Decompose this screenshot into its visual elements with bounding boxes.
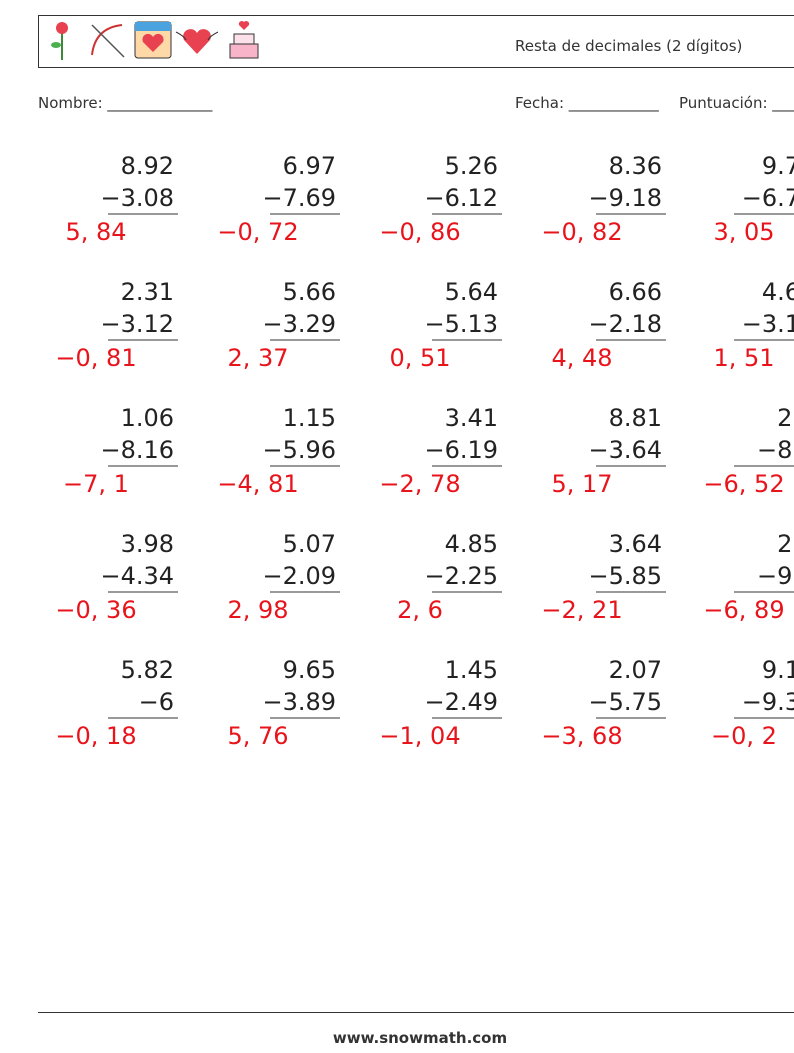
subtrahend: −3.08 [100, 184, 174, 212]
subtrahend: −5.96 [262, 436, 336, 464]
answer: 5, 17 [551, 470, 612, 498]
minuend: 4.6 [762, 278, 794, 306]
header-box [38, 15, 794, 68]
minuend: 5.07 [283, 530, 336, 558]
subtrahend: −6.19 [424, 436, 498, 464]
subtrahend: −3.12 [100, 310, 174, 338]
answer: −2, 21 [541, 596, 622, 624]
subtrahend: −6.12 [424, 184, 498, 212]
minuend: 3.64 [609, 530, 662, 558]
answer: 3, 05 [713, 218, 774, 246]
minuend: 3.98 [121, 530, 174, 558]
minuend: 5.82 [121, 656, 174, 684]
answer: −0, 82 [541, 218, 622, 246]
answer: 2, 37 [227, 344, 288, 372]
subtrahend: −3.64 [588, 436, 662, 464]
answer: 1, 51 [713, 344, 774, 372]
subtrahend: −2.25 [424, 562, 498, 590]
answer: −4, 81 [217, 470, 298, 498]
date-field: Fecha: ____________ [515, 94, 659, 113]
answer: −2, 78 [379, 470, 460, 498]
minuend: 2. [777, 404, 794, 432]
subtrahend: −8.16 [100, 436, 174, 464]
minuend: 5.26 [445, 152, 498, 180]
title: Resta de decimales (2 dígitos) [515, 37, 742, 55]
answer: −0, 2 [711, 722, 777, 750]
footer: www.snowmath.com [333, 1029, 507, 1047]
minuend: 2.31 [121, 278, 174, 306]
minuend: 5.66 [283, 278, 336, 306]
answer: 0, 51 [389, 344, 450, 372]
answer: −0, 36 [55, 596, 136, 624]
subtrahend: −2.18 [588, 310, 662, 338]
answer: 4, 48 [551, 344, 612, 372]
minuend: 8.81 [609, 404, 662, 432]
answer: −6, 89 [703, 596, 784, 624]
subtrahend: −2.49 [424, 688, 498, 716]
minuend: 8.92 [121, 152, 174, 180]
minuend: 2.07 [609, 656, 662, 684]
subtrahend: −3.89 [262, 688, 336, 716]
icons [51, 21, 259, 60]
subtrahend: −5.13 [424, 310, 498, 338]
answer: 2, 6 [397, 596, 443, 624]
subtrahend: −3.1 [742, 310, 794, 338]
subtrahend: −5.85 [588, 562, 662, 590]
answer: −6, 52 [703, 470, 784, 498]
subtrahend: −6.7 [742, 184, 794, 212]
answer: 2, 98 [227, 596, 288, 624]
minuend: 1.15 [283, 404, 336, 432]
subtrahend: −4.34 [100, 562, 174, 590]
minuend: 6.97 [283, 152, 336, 180]
subtrahend: −2.09 [262, 562, 336, 590]
minuend: 2. [777, 530, 794, 558]
answer: −3, 68 [541, 722, 622, 750]
subtrahend: −3.29 [262, 310, 336, 338]
answer: −0, 72 [217, 218, 298, 246]
answer: −1, 04 [379, 722, 460, 750]
minuend: 1.45 [445, 656, 498, 684]
subtrahend: −7.69 [262, 184, 336, 212]
minuend: 9.7 [762, 152, 794, 180]
minuend: 1.06 [121, 404, 174, 432]
score-field: Puntuación: ___ [679, 94, 794, 113]
minuend: 8.36 [609, 152, 662, 180]
answer: 5, 84 [65, 218, 126, 246]
minuend: 4.85 [445, 530, 498, 558]
minuend: 5.64 [445, 278, 498, 306]
subtrahend: −9.18 [588, 184, 662, 212]
subtrahend: −5.75 [588, 688, 662, 716]
subtrahend: −8. [757, 436, 794, 464]
minuend: 3.41 [445, 404, 498, 432]
minuend: 9.65 [283, 656, 336, 684]
subtrahend: −9. [757, 562, 794, 590]
answer: −7, 1 [63, 470, 129, 498]
answer: −0, 81 [55, 344, 136, 372]
answer: −0, 18 [55, 722, 136, 750]
minuend: 6.66 [609, 278, 662, 306]
answer: −0, 86 [379, 218, 460, 246]
minuend: 9.1 [762, 656, 794, 684]
subtrahend: −9.3 [742, 688, 794, 716]
name-field: Nombre: ______________ [38, 94, 213, 113]
answer: 5, 76 [227, 722, 288, 750]
subtrahend: −6 [139, 688, 174, 716]
